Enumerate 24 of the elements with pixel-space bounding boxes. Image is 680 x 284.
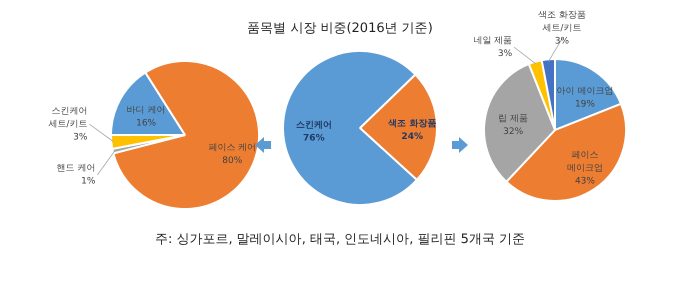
slice-label: 네일 제품 xyxy=(473,36,512,46)
chart-title: 품목별 시장 비중(2016년 기준) xyxy=(247,21,433,36)
data-label: 43% xyxy=(574,176,596,187)
text: 주: 싱가포르, 말레이시아, 태국, 인도네시아, 필리핀 5개국 기준 xyxy=(154,231,526,248)
data-label: 1% xyxy=(81,176,96,187)
data-label: 16% xyxy=(136,118,157,128)
slice-label: 스킨케어 세트/키트 xyxy=(48,106,88,130)
slice-label: 페이스 메이크업 xyxy=(566,150,603,174)
slice-label: 립 제품 xyxy=(498,114,528,124)
slice-label: 색조 화장품 xyxy=(387,119,436,130)
slice-label: 바디 케어 xyxy=(126,105,166,116)
data-label: 3% xyxy=(554,36,570,46)
data-label: 3% xyxy=(73,132,88,143)
data-label: 24% xyxy=(401,132,423,142)
data-label: 3% xyxy=(498,49,513,60)
slice-label: 아이 메이크업 xyxy=(556,86,614,97)
data-label: 80% xyxy=(222,156,243,166)
data-label: 76% xyxy=(303,133,325,144)
data-label: 19% xyxy=(574,100,596,110)
slice-label: 핸드 케어 xyxy=(56,164,96,174)
slice-label: 색조 화장품 세트/키트 xyxy=(538,10,586,34)
slice-label: 페이스 케어 xyxy=(208,143,256,154)
data-label: 32% xyxy=(503,126,524,137)
slice-label: 스킨케어 xyxy=(296,120,332,130)
